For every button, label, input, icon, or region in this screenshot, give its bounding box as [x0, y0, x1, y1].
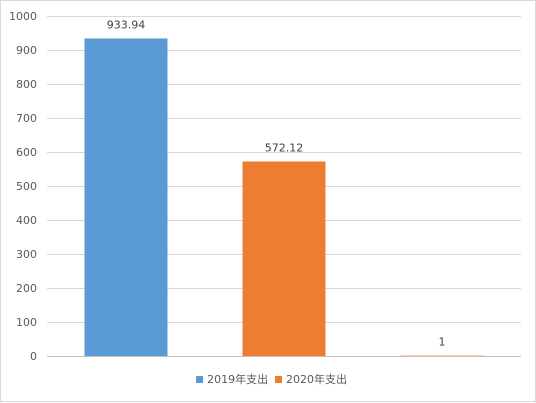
bar [243, 161, 326, 356]
y-tick-label: 800 [16, 78, 37, 91]
bar [85, 38, 168, 356]
legend-swatch [196, 376, 203, 383]
legend-swatch [275, 376, 282, 383]
legend-label: 2020年支出 [286, 372, 347, 386]
y-tick-label: 0 [30, 350, 37, 363]
y-tick-label: 900 [16, 44, 37, 57]
legend-label: 2019年支出 [207, 372, 268, 386]
y-tick-label: 100 [16, 316, 37, 329]
data-label: 933.94 [107, 18, 146, 31]
y-tick-label: 200 [16, 282, 37, 295]
y-tick-label: 400 [16, 214, 37, 227]
y-tick-label: 600 [16, 146, 37, 159]
data-label: 1 [439, 336, 446, 349]
y-tick-label: 1000 [9, 10, 37, 23]
y-tick-label: 300 [16, 248, 37, 261]
data-label: 572.12 [265, 141, 304, 154]
y-tick-label: 700 [16, 112, 37, 125]
y-tick-label: 500 [16, 180, 37, 193]
bars [85, 38, 484, 356]
legend: 2019年支出 2020年支出 [196, 372, 347, 386]
y-axis-ticks: 0 100 200 300 400 500 600 700 800 900 1000 [9, 10, 37, 363]
